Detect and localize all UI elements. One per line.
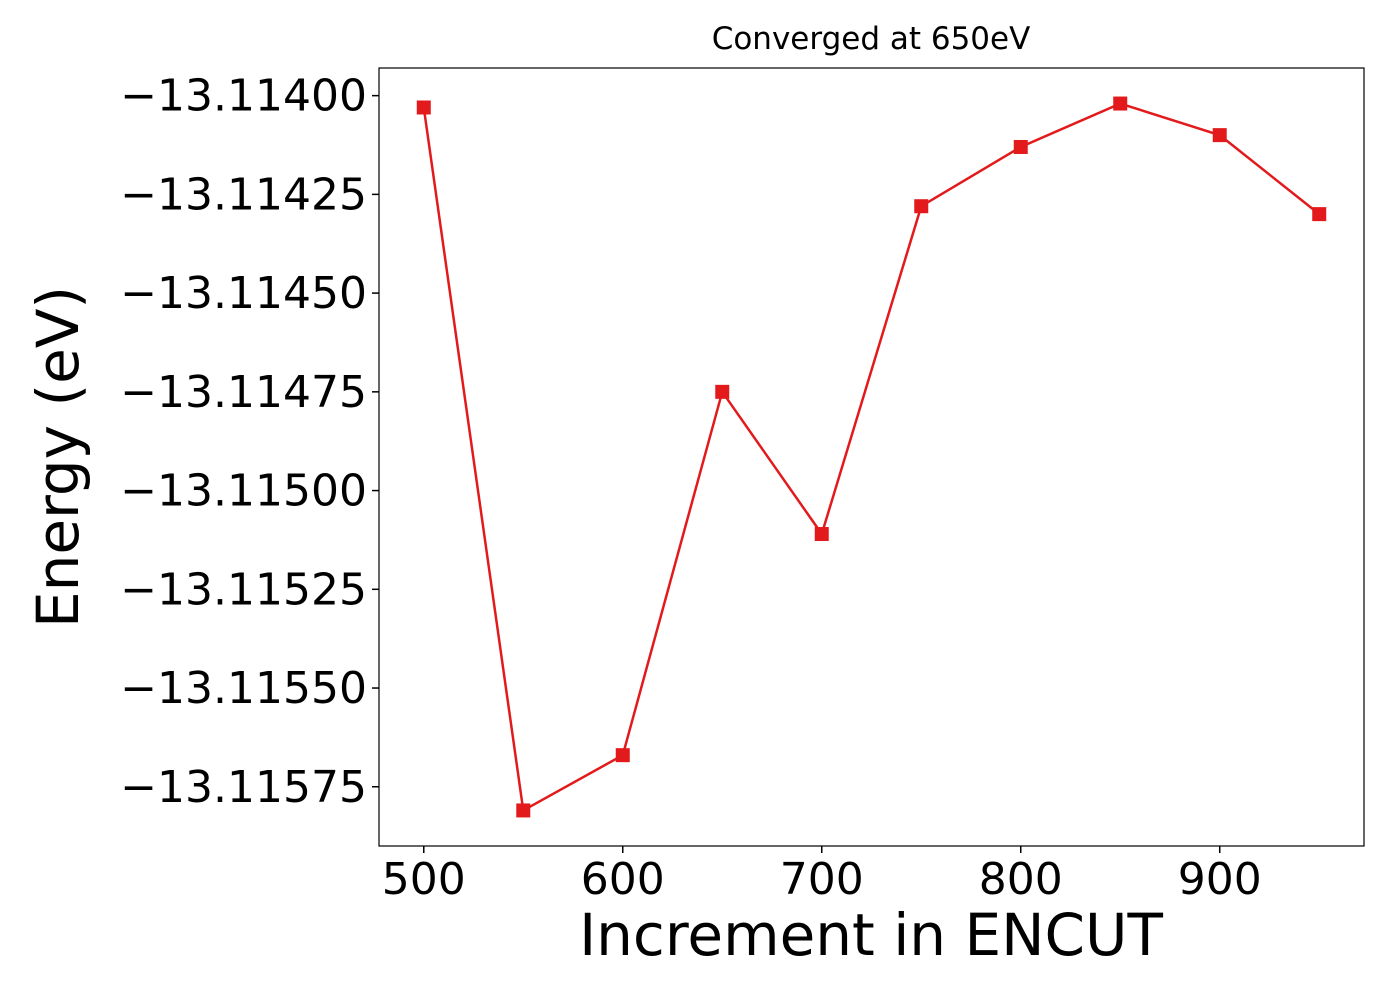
marker bbox=[615, 748, 630, 763]
marker bbox=[1312, 207, 1327, 222]
marker bbox=[1113, 96, 1128, 111]
marker bbox=[715, 384, 730, 399]
y-axis-label: Energy (eV) bbox=[24, 286, 92, 628]
marker bbox=[814, 527, 829, 542]
x-tick-label: 800 bbox=[979, 854, 1063, 905]
y-tick-label: −13.11400 bbox=[120, 71, 367, 122]
marker bbox=[914, 199, 929, 214]
plot-frame bbox=[378, 67, 1365, 847]
y-tick-label: −13.11425 bbox=[120, 169, 367, 220]
x-axis-label: Increment in ENCUT bbox=[579, 901, 1163, 969]
x-tick-label: 600 bbox=[581, 854, 665, 905]
y-tick-label: −13.11475 bbox=[120, 367, 367, 418]
x-tick-label: 900 bbox=[1178, 854, 1262, 905]
marker bbox=[1013, 139, 1028, 154]
chart-title: Converged at 650eV bbox=[712, 21, 1031, 57]
line bbox=[422, 102, 1321, 813]
y-tick-label: −13.11500 bbox=[120, 466, 367, 517]
y-tick-label: −13.11575 bbox=[120, 762, 367, 813]
y-tick-label: −13.11450 bbox=[120, 268, 367, 319]
marker bbox=[1212, 128, 1227, 143]
marker bbox=[516, 803, 531, 818]
y-tick-label: −13.11525 bbox=[120, 564, 367, 615]
y-tick-label: −13.11550 bbox=[120, 663, 367, 714]
x-tick-label: 700 bbox=[780, 854, 864, 905]
x-tick-label: 500 bbox=[382, 854, 466, 905]
marker bbox=[416, 100, 431, 115]
